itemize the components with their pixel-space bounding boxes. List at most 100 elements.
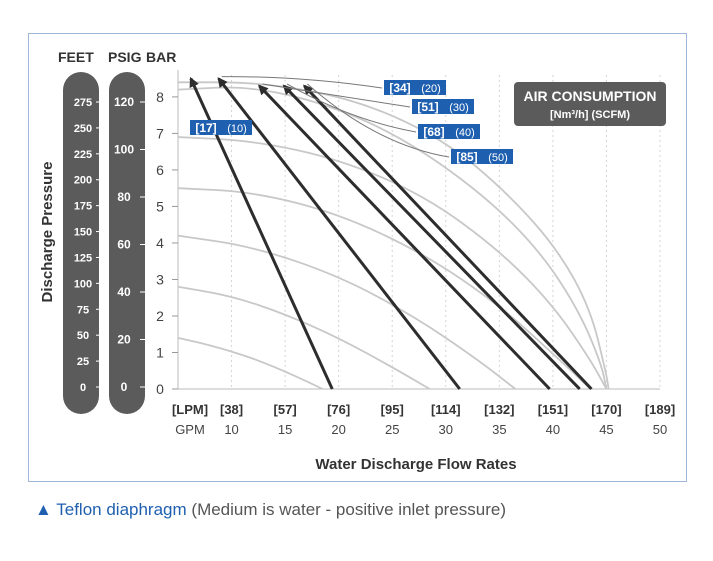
x-tick-lpm-label: [170] [591,402,621,417]
x-tick-gpm-label: 45 [599,422,613,437]
x-tick-lpm-label: [114] [431,402,461,417]
air-line-arrowhead [258,84,269,96]
bar-tick-label: 3 [156,271,164,287]
x-tick-gpm-label: 50 [653,422,667,437]
feet-header: FEET [58,49,94,65]
x-tick-lpm-label: [38] [220,402,243,417]
bar-tick-label: 1 [156,344,164,360]
feet-tick-label: 50 [77,330,89,342]
x-tick-lpm-label: [189] [645,402,675,417]
air-label-nm-box [384,80,416,95]
x-tick-gpm-label: GPM [175,422,205,437]
x-tick-gpm-label: 10 [224,422,238,437]
x-tick-gpm-label: 35 [492,422,506,437]
chart-caption: ▲ Teflon diaphragm (Medium is water - po… [35,500,506,520]
bar-header: BAR [146,49,176,65]
psig-tick-label: 100 [114,143,134,157]
y-axis-label: Discharge Pressure [39,162,56,303]
label-leader-line [262,83,411,108]
x-tick-gpm-label: 15 [278,422,292,437]
x-tick-gpm-label: 30 [439,422,453,437]
air-label-scfm-box [444,99,474,114]
psig-tick-label: 120 [114,95,134,109]
air-line-arrowhead [303,84,314,96]
label-leader-line [286,83,417,133]
air-label-nm-box [451,149,483,164]
air-consumption-line [258,84,551,391]
air-label-nm: [85] [456,150,477,164]
pressure-curve [177,234,517,390]
air-label-scfm-box [416,80,446,95]
air-label-nm: [68] [423,125,444,139]
x-tick-lpm-label: [151] [538,402,568,417]
air-label-scfm-box [222,120,252,135]
psig-scale-pill [109,72,145,414]
feet-tick-label: 175 [74,201,92,213]
pressure-curve [177,285,431,390]
air-consumption-units: [Nm³/h] (SCFM) [550,109,630,121]
psig-tick-label: 20 [117,333,131,347]
caption-title: Teflon diaphragm [56,500,187,519]
air-consumption-box [514,82,666,126]
x-tick-lpm-label: [132] [484,402,514,417]
air-label-scfm: (20) [421,83,441,95]
air-consumption-line [303,84,593,391]
feet-tick-label: 225 [74,149,92,161]
bar-tick-label: 6 [156,162,164,178]
air-label-nm: [17] [195,121,216,135]
x-tick-lpm-label: [LPM] [172,402,208,417]
x-tick-gpm-label: 20 [331,422,345,437]
bar-tick-label: 0 [156,381,164,397]
psig-header: PSIG [108,49,142,65]
bar-tick-label: 5 [156,198,164,214]
air-label-nm-box [418,124,450,139]
caption-marker: ▲ [35,500,52,519]
air-label-scfm: (30) [449,102,469,114]
x-axis-label: Water Discharge Flow Rates [315,456,516,473]
bar-tick-label: 4 [156,235,164,251]
air-label-scfm: (10) [227,123,247,135]
air-label-scfm: (50) [488,152,508,164]
air-line-arrowhead [189,76,199,89]
feet-tick-label: 250 [74,123,92,135]
bar-tick-label: 2 [156,308,164,324]
feet-scale-pill [63,72,99,414]
feet-tick-label: 100 [74,278,92,290]
air-line-arrowhead [217,77,228,89]
feet-tick-label: 125 [74,252,92,264]
feet-tick-label: 25 [77,356,89,368]
x-tick-gpm-label: 40 [546,422,560,437]
air-consumption-line [282,84,581,391]
psig-tick-label: 40 [117,285,131,299]
psig-tick-label: 80 [117,190,131,204]
label-leader-line [221,76,383,89]
pressure-curve [177,187,591,390]
feet-tick-label: 275 [74,97,92,109]
feet-tick-label: 200 [74,175,92,187]
label-leader-line [307,83,450,158]
air-label-nm: [34] [389,81,410,95]
psig-tick-label: 60 [117,238,131,252]
pressure-curve [177,86,608,390]
x-tick-gpm-label: 25 [385,422,399,437]
air-label-nm-box [412,99,444,114]
feet-tick-label: 0 [80,382,86,394]
air-label-scfm-box [450,124,480,139]
air-label-scfm: (40) [455,127,475,139]
pressure-curve [177,337,324,390]
pressure-curve [177,136,608,390]
air-label-nm: [51] [417,100,438,114]
bar-tick-label: 8 [156,89,164,105]
caption-note: (Medium is water - positive inlet pressu… [191,500,507,519]
x-tick-lpm-label: [57] [274,402,297,417]
psig-tick-label: 0 [121,380,128,394]
feet-tick-label: 75 [77,304,89,316]
air-consumption-line [217,77,461,390]
feet-tick-label: 150 [74,227,92,239]
x-tick-lpm-label: [95] [381,402,404,417]
air-consumption-title: AIR CONSUMPTION [524,88,657,104]
bar-tick-label: 7 [156,125,164,141]
air-label-nm-box [190,120,222,135]
air-label-scfm-box [483,149,513,164]
